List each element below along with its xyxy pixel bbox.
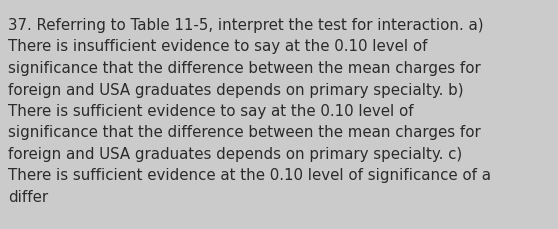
Text: 37. Referring to Table 11-5, interpret the test for interaction. a): 37. Referring to Table 11-5, interpret t…	[8, 18, 484, 33]
Text: significance that the difference between the mean charges for: significance that the difference between…	[8, 125, 481, 140]
Text: There is sufficient evidence at the 0.10 level of significance of a: There is sufficient evidence at the 0.10…	[8, 168, 491, 183]
Text: differ: differ	[8, 189, 48, 204]
Text: There is insufficient evidence to say at the 0.10 level of: There is insufficient evidence to say at…	[8, 39, 427, 54]
Text: foreign and USA graduates depends on primary specialty. b): foreign and USA graduates depends on pri…	[8, 82, 464, 97]
Text: significance that the difference between the mean charges for: significance that the difference between…	[8, 61, 481, 76]
Text: There is sufficient evidence to say at the 0.10 level of: There is sufficient evidence to say at t…	[8, 104, 413, 118]
Text: foreign and USA graduates depends on primary specialty. c): foreign and USA graduates depends on pri…	[8, 146, 462, 161]
